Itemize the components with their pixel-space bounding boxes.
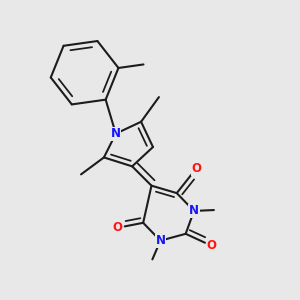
Text: N: N <box>155 234 165 247</box>
Text: O: O <box>191 162 201 175</box>
Text: O: O <box>112 221 122 234</box>
Text: N: N <box>189 204 199 218</box>
Text: O: O <box>207 239 217 252</box>
Text: N: N <box>111 127 121 140</box>
